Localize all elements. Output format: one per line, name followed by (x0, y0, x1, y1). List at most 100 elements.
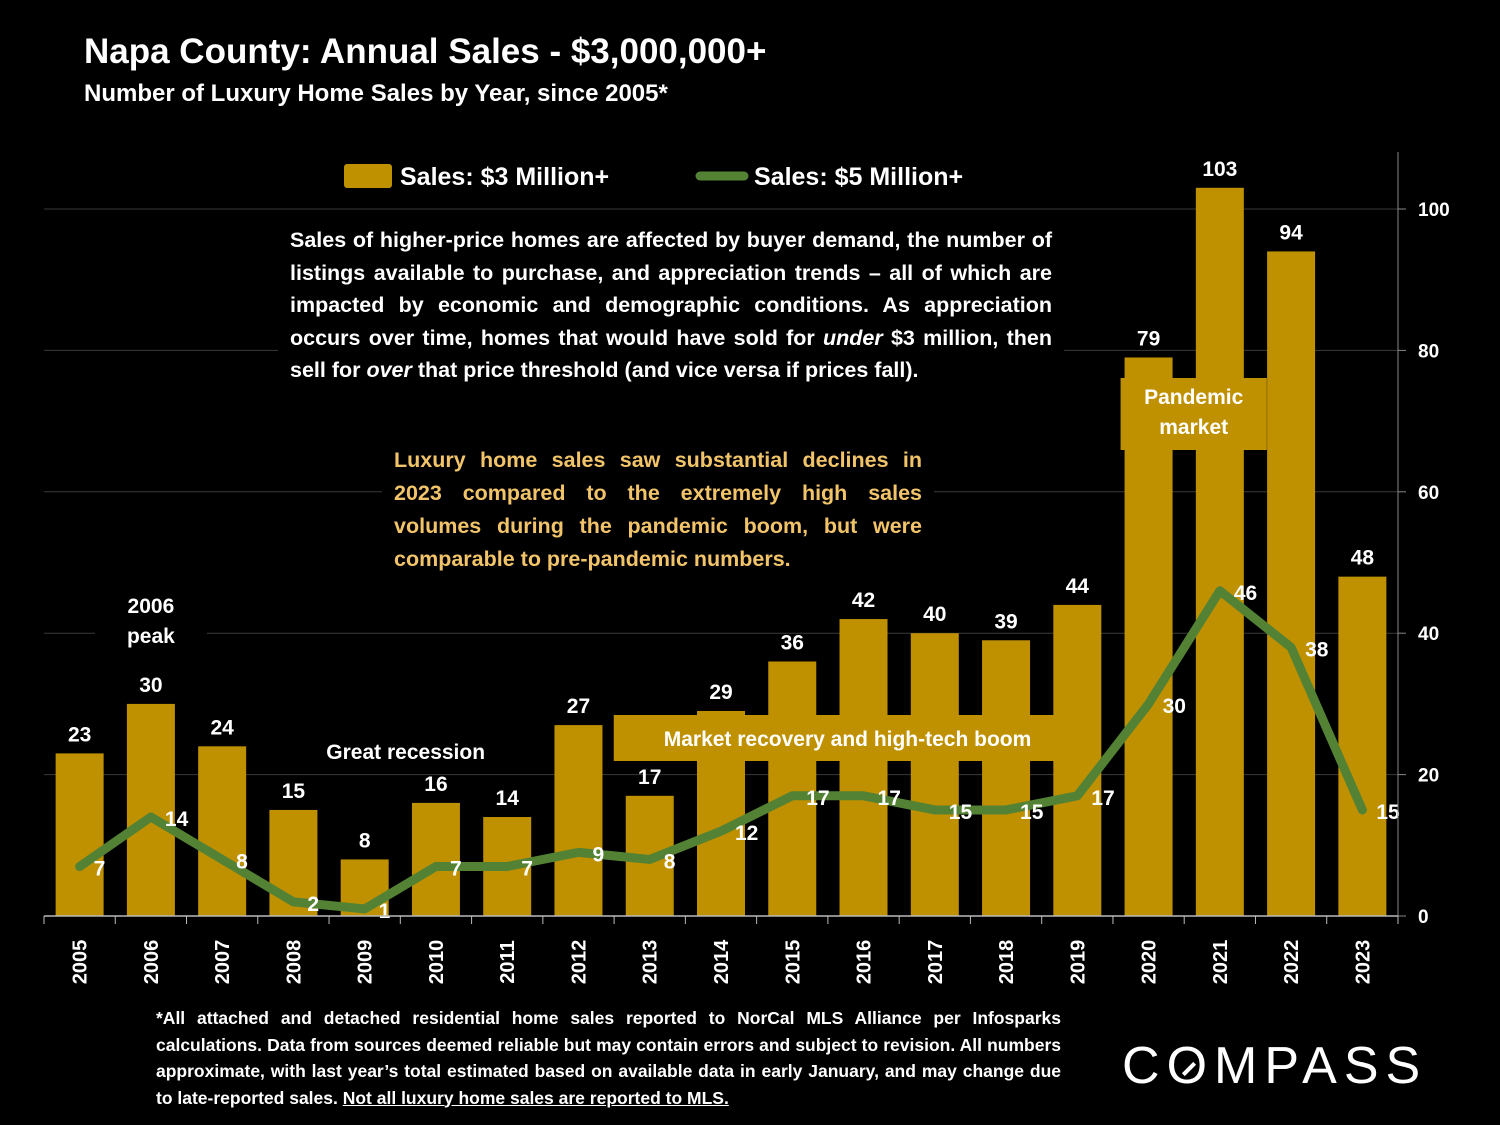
x-tick-label-2011: 2011 (497, 940, 519, 983)
x-tick-label-2012: 2012 (568, 940, 590, 985)
annotation-pandemic-market-line-0: Pandemic (1144, 386, 1244, 409)
legend-label-line: Sales: $5 Million+ (754, 163, 963, 191)
line-label-2009: 1 (379, 900, 391, 923)
x-tick-label-2007: 2007 (212, 940, 234, 985)
chart-subtitle: Number of Luxury Home Sales by Year, sin… (84, 80, 668, 107)
footnote-text: *All attached and detached residential h… (156, 1008, 1061, 1108)
annotation-great-recession: Great recession (326, 741, 485, 764)
x-tick-label-2023: 2023 (1352, 940, 1374, 985)
line-label-2007: 8 (236, 850, 248, 873)
axes: 0 20 40 60 80 100 2005 2006 2007 2008 2009 2010 2011… (43, 152, 1450, 985)
line-label-2010: 7 (450, 858, 462, 881)
description-emphasis-under: under (822, 325, 883, 350)
bar-label-2013: 17 (638, 766, 661, 789)
y-tick-label-60: 60 (1418, 483, 1439, 504)
x-tick-label-2010: 2010 (426, 940, 448, 985)
line-label-2022: 38 (1305, 638, 1329, 661)
logo-letter-c: C (1122, 1037, 1167, 1095)
bar-2015 (768, 661, 817, 916)
annotation-bg-market-recovery (613, 715, 1056, 761)
bar-2007 (198, 746, 247, 916)
bar-label-2006: 30 (139, 674, 162, 697)
annotation-market-recovery: Market recovery and high-tech boom (664, 728, 1032, 751)
y-tick-label-20: 20 (1418, 766, 1439, 787)
legend-swatch-bar (344, 164, 392, 188)
line-label-2012: 9 (592, 843, 604, 866)
bar-label-2018: 39 (994, 610, 1017, 633)
x-tick-label-2008: 2008 (283, 940, 305, 985)
bar-2016 (839, 619, 888, 916)
bar-series (55, 187, 1387, 917)
line-label-2005: 7 (94, 858, 106, 881)
bar-label-2007: 24 (210, 716, 234, 739)
line-label-2014: 12 (735, 822, 758, 845)
bar-label-2010: 16 (424, 773, 447, 796)
line-label-2015: 17 (806, 787, 829, 810)
description-part-2: $3 million, then sell for (290, 325, 1053, 383)
legend-label-bar: Sales: $3 Million+ (400, 163, 609, 191)
bar-2023 (1338, 576, 1387, 916)
line-series (75, 586, 1367, 914)
bar-2018 (982, 640, 1031, 916)
bar-label-2019: 44 (1066, 575, 1090, 598)
x-tick-label-2020: 2020 (1139, 940, 1161, 985)
annotation-2006-peak-line-1: peak (127, 625, 175, 648)
bar-2005 (55, 753, 104, 916)
line-label-2013: 8 (664, 850, 676, 873)
line-label-2023: 15 (1376, 801, 1400, 824)
y-tick-label-0: 0 (1418, 907, 1429, 928)
x-tick-label-2013: 2013 (640, 940, 662, 985)
line-label-2008: 2 (307, 893, 319, 916)
logo-o-mark: O (1166, 1037, 1215, 1095)
line-label-2018: 15 (1020, 801, 1044, 824)
annotation-pandemic-market-line-1: market (1159, 416, 1228, 439)
x-tick-label-2018: 2018 (996, 940, 1018, 985)
description-part-3: that price threshold (and vice versa if … (411, 358, 919, 382)
legend: Sales: $3 Million+ Sales: $5 Million+ (344, 163, 963, 191)
description-text: Sales of higher-price homes are affected… (278, 220, 1064, 391)
bar-label-2015: 36 (781, 631, 804, 654)
bar-2020 (1124, 357, 1173, 917)
compass-logo: CO MPASS (1122, 1036, 1427, 1096)
x-tick-label-2009: 2009 (355, 940, 377, 985)
x-tick-label-2022: 2022 (1281, 940, 1303, 985)
bar-label-2014: 29 (709, 681, 732, 704)
footnote: *All attached and detached residential h… (156, 1005, 1061, 1111)
bar-2021 (1195, 187, 1244, 917)
bar-2019 (1053, 604, 1102, 916)
bar-label-2005: 23 (68, 723, 91, 746)
logo-rest: MPASS (1214, 1037, 1428, 1095)
footnote-underlined-text: Not all luxury home sales are reported t… (342, 1087, 729, 1108)
bar-label-2023: 48 (1351, 547, 1375, 570)
line-label-2020: 30 (1163, 695, 1186, 718)
x-tick-label-2005: 2005 (70, 940, 92, 985)
bar-label-2020: 79 (1137, 327, 1160, 350)
x-tick-label-2021: 2021 (1210, 940, 1232, 985)
x-tick-label-2017: 2017 (925, 940, 947, 985)
line-label-2017: 15 (949, 801, 973, 824)
bar-label-2012: 27 (567, 695, 590, 718)
y-tick-label-80: 80 (1418, 341, 1439, 362)
x-tick-label-2014: 2014 (711, 939, 733, 984)
highlight-text: Luxury home sales saw substantial declin… (382, 442, 934, 578)
y-tick-label-40: 40 (1418, 624, 1439, 645)
bar-label-2009: 8 (359, 829, 371, 852)
bar-2006 (126, 703, 175, 916)
bar-label-2008: 15 (282, 780, 306, 803)
line-label-2006: 14 (165, 808, 189, 831)
x-tick-label-2016: 2016 (854, 940, 876, 985)
line-label-2019: 17 (1091, 787, 1114, 810)
description-part-1: Sales of higher-price homes are affected… (290, 228, 1052, 350)
bar-2022 (1267, 251, 1316, 917)
line-label-2011: 7 (521, 858, 533, 881)
bar-label-2016: 42 (852, 589, 875, 612)
x-tick-label-2015: 2015 (782, 940, 804, 985)
annotations: 2006 peak Great recession Market recovery a… (94, 378, 1267, 764)
line-label-2016: 17 (878, 787, 901, 810)
annotation-2006-peak-line-0: 2006 (128, 595, 175, 618)
bar-2017 (910, 633, 959, 916)
bar-label-2011: 14 (496, 787, 520, 810)
bar-label-2022: 94 (1279, 221, 1303, 244)
